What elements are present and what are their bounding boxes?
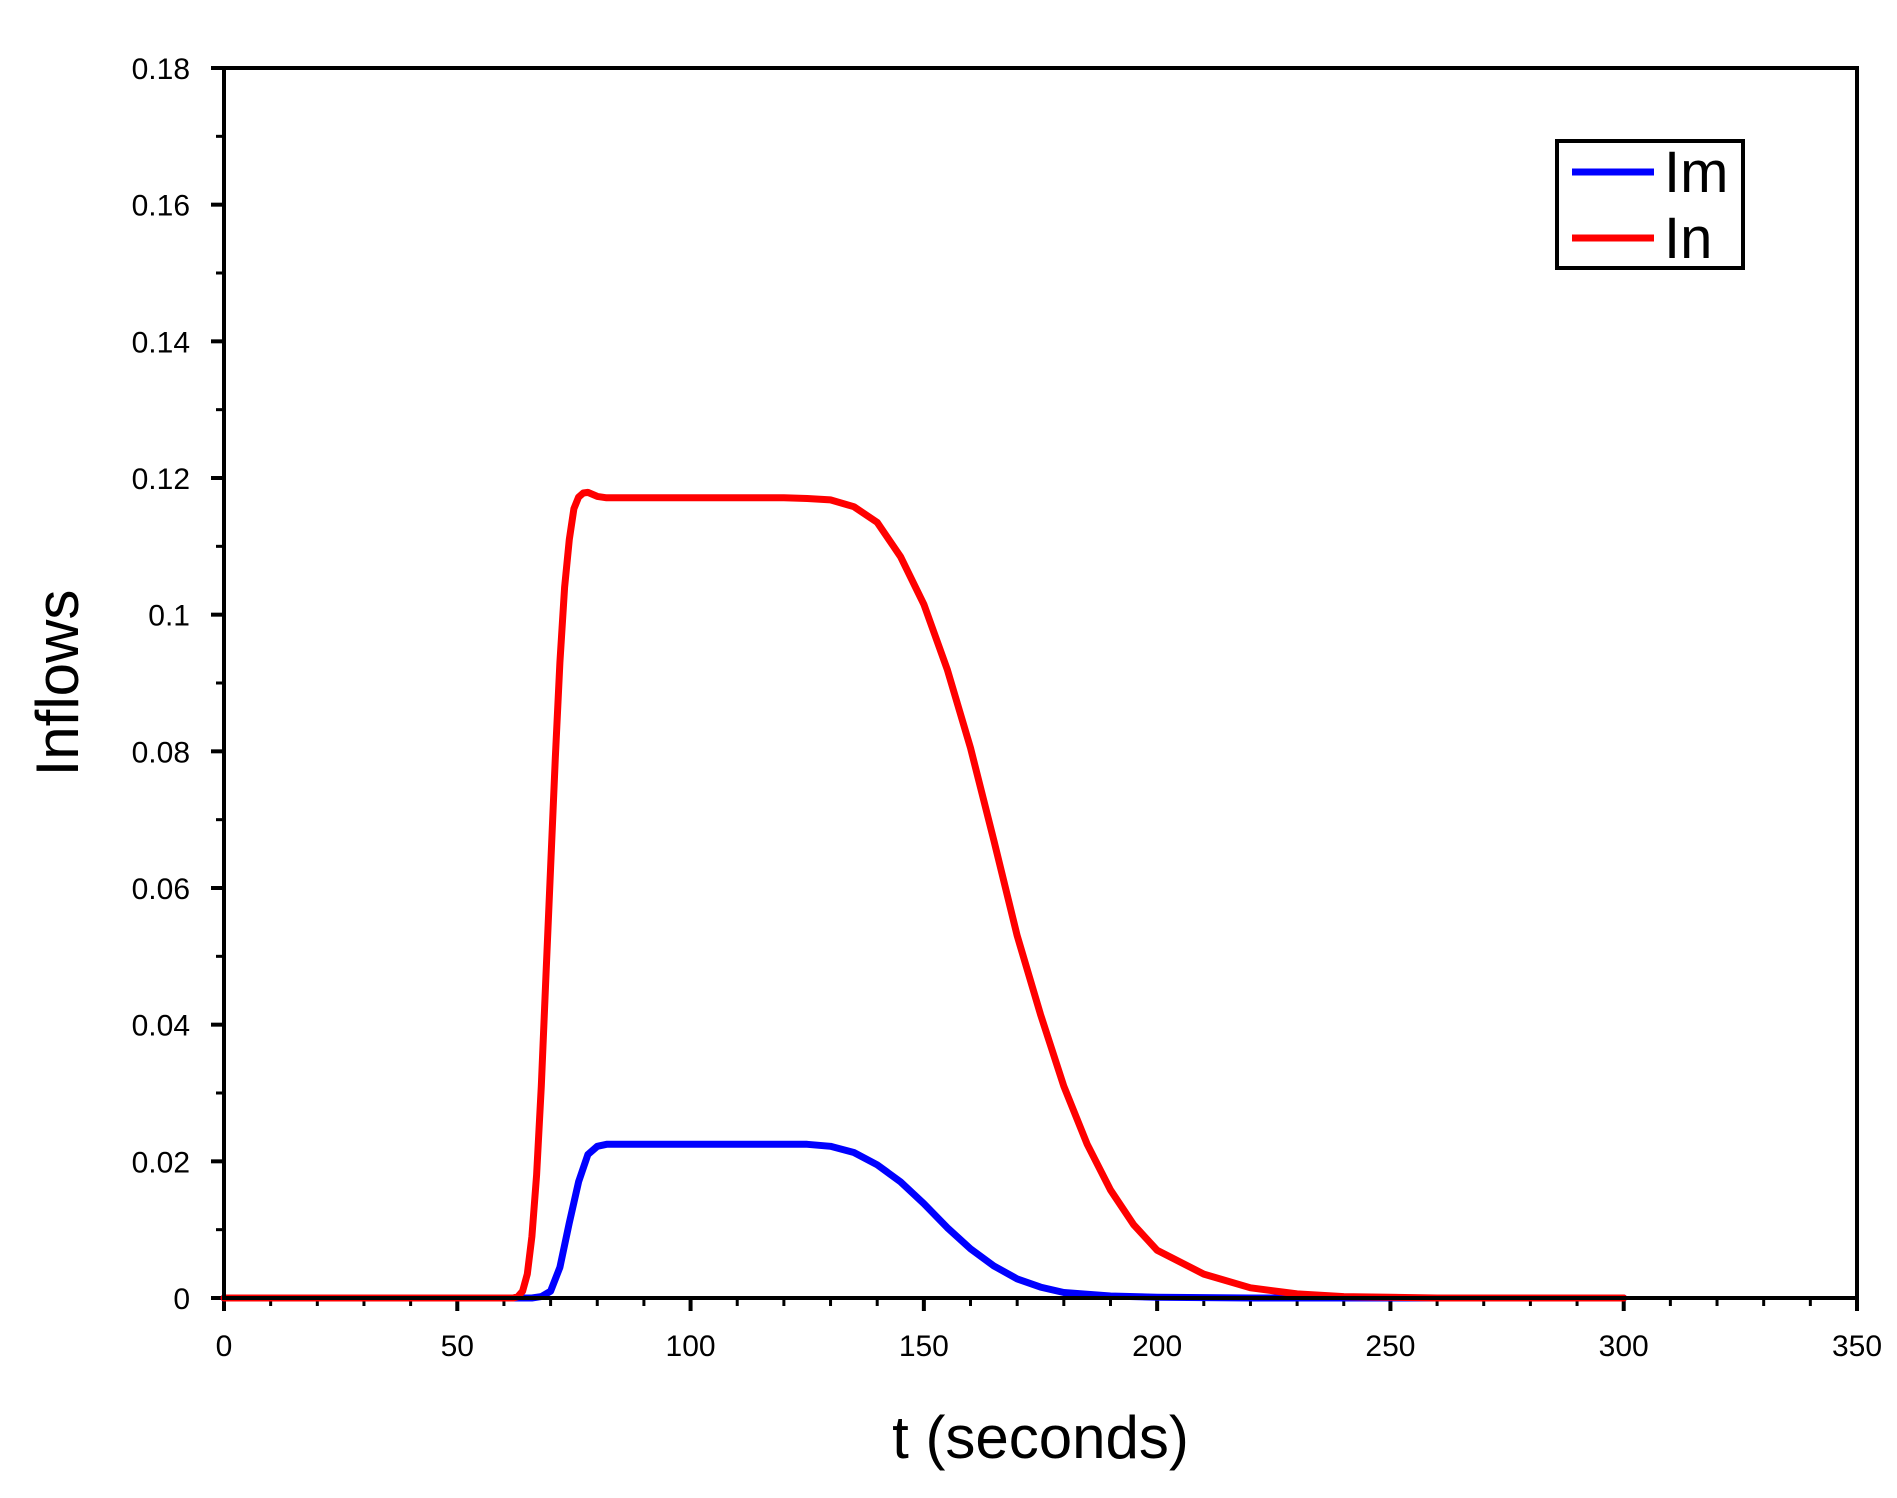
x-tick-label: 0: [216, 1330, 233, 1363]
y-tick-label: 0.18: [132, 53, 190, 86]
x-tick-label: 200: [1132, 1330, 1182, 1363]
legend-label-in: In: [1664, 206, 1712, 271]
series-line-in: [220, 488, 1628, 1302]
plot-frame: [222, 66, 1859, 1300]
x-tick-label: 100: [666, 1330, 716, 1363]
tick-labels: 0 50 100 150 200 250 300 350 0 0.02 0.04 0.06 0.08 0.…: [132, 53, 1882, 1363]
x-axis-title: t (seconds): [892, 1404, 1189, 1471]
y-tick-label: 0.1: [148, 600, 190, 633]
legend-label-im: Im: [1664, 140, 1728, 205]
x-tick-label: 50: [441, 1330, 474, 1363]
legend: Im In: [1555, 139, 1745, 271]
y-tick-label: 0: [173, 1283, 190, 1316]
x-tick-label: 250: [1365, 1330, 1415, 1363]
y-tick-label: 0.02: [132, 1146, 190, 1179]
x-tick-label: 350: [1832, 1330, 1882, 1363]
y-tick-label: 0.04: [132, 1010, 190, 1043]
y-tick-label: 0.06: [132, 873, 190, 906]
x-tick-label: 150: [899, 1330, 949, 1363]
y-tick-label: 0.14: [132, 326, 190, 359]
y-tick-label: 0.08: [132, 736, 190, 769]
series-line-im: [220, 1140, 1628, 1302]
legend-box: [1555, 139, 1745, 270]
y-axis-title: Inflows: [24, 590, 91, 777]
y-tick-label: 0.16: [132, 190, 190, 223]
x-tick-label: 300: [1599, 1330, 1649, 1363]
series-lines: [220, 488, 1628, 1302]
y-tick-label: 0.12: [132, 463, 190, 496]
